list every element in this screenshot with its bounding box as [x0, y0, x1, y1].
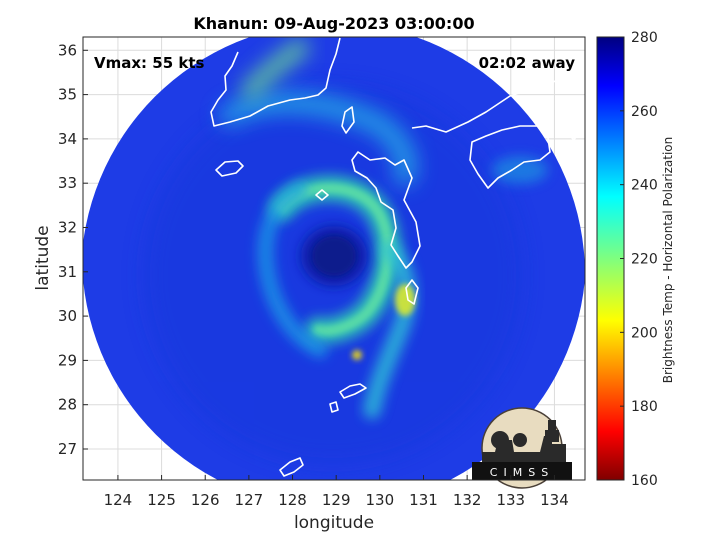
x-axis-ticks: 124 125 126 127 128 129 130 131 132 133 134: [104, 475, 569, 509]
y-tick-label: 31: [58, 263, 77, 281]
colorbar-tick-label: 220: [631, 252, 658, 268]
y-tick-label: 28: [58, 396, 77, 414]
shikoku-coast: [469, 125, 551, 189]
x-tick-label: 130: [366, 491, 395, 509]
outer-band: [257, 182, 328, 358]
northern-rain-band: [219, 91, 418, 186]
colorbar-label: Brightness Temp - Horizontal Polarizatio…: [661, 137, 675, 384]
x-axis-label: longitude: [294, 513, 374, 533]
y-tick-label: 33: [58, 174, 77, 192]
jeju-island: [215, 160, 244, 177]
y-tick-label: 30: [58, 307, 77, 325]
hot-spot: [395, 284, 415, 316]
okinawa-island: [279, 457, 304, 477]
colorbar-ticks: 160 180 200 220 240 260 280: [620, 30, 658, 489]
colorbar-tick-label: 280: [631, 30, 658, 46]
x-tick-label: 128: [278, 491, 307, 509]
y-tick-label: 27: [58, 440, 77, 458]
swath-image: [83, 37, 585, 480]
x-tick-label: 133: [496, 491, 525, 509]
x-tick-label: 129: [322, 491, 351, 509]
y-tick-label: 34: [58, 130, 77, 148]
x-tick-label: 125: [147, 491, 176, 509]
y-tick-label: 36: [58, 41, 77, 59]
x-tick-label: 131: [409, 491, 438, 509]
plot-frame: [82, 36, 586, 481]
chart-title: Khanun: 09-Aug-2023 03:00:00: [193, 14, 474, 33]
y-tick-label: 35: [58, 86, 77, 104]
honshu-coast: [411, 69, 585, 133]
time-away-label: 02:02 away: [479, 54, 576, 72]
y-axis-label: latitude: [33, 225, 53, 290]
cimss-logo: CIMSS: [472, 407, 572, 489]
x-tick-label: 134: [540, 491, 569, 509]
colorbar-tick-label: 240: [631, 178, 658, 194]
kyushu-coast: [351, 151, 421, 269]
southern-rain-band: [363, 241, 417, 419]
colorbar-tick-label: 260: [631, 104, 658, 120]
colorbar-tick-label: 200: [631, 325, 658, 341]
y-axis-ticks: 27 28 29 30 31 32 33 34 35 36: [58, 41, 88, 458]
coastlines: [210, 37, 585, 477]
kii-peninsula: [557, 105, 585, 141]
cimss-logo-text: CIMSS: [490, 466, 554, 479]
colorbar-tick-label: 180: [631, 399, 658, 415]
colorbar: [596, 36, 625, 481]
x-tick-label: 124: [104, 491, 133, 509]
tanegashima-island: [405, 279, 419, 305]
y-tick-label: 29: [58, 351, 77, 369]
korea-coast: [210, 37, 341, 127]
amami-island: [339, 383, 367, 399]
y-tick-label: 32: [58, 218, 77, 236]
vmax-label: Vmax: 55 kts: [94, 54, 204, 72]
tsushima-island: [341, 106, 355, 134]
x-tick-label: 126: [191, 491, 220, 509]
x-tick-label: 127: [235, 491, 264, 509]
x-tick-label: 132: [453, 491, 482, 509]
colorbar-tick-label: 160: [631, 473, 658, 489]
